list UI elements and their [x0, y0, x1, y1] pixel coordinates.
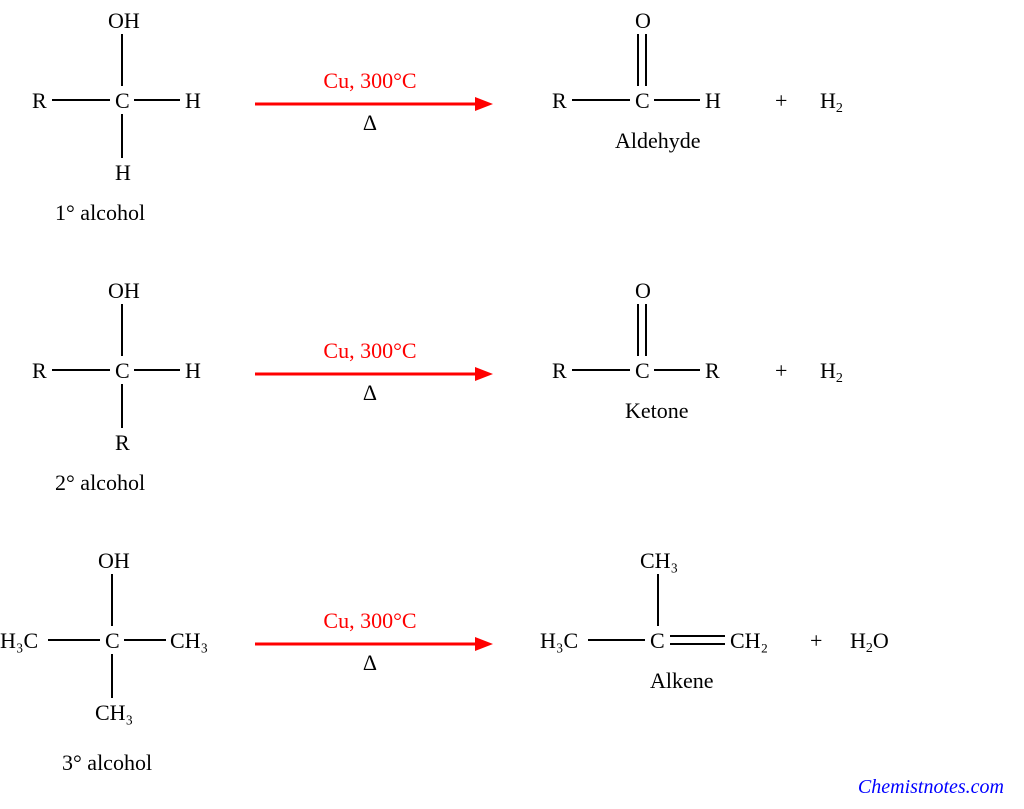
plus-sign: + [810, 628, 822, 654]
delta-symbol: Δ [270, 650, 470, 676]
secondary-alcohol-reactant: R C OH H R [20, 270, 220, 470]
tertiary-alcohol-reactant: H₃C C OH CH₃ CH₃ [0, 540, 240, 740]
byproduct-H2: H2 [820, 88, 843, 114]
delta-symbol: Δ [270, 110, 470, 136]
reactant-label-2: 2° alcohol [55, 470, 145, 496]
bonds [20, 0, 220, 200]
product-label: Aldehyde [615, 128, 701, 154]
reaction-conditions: Cu, 300°C [270, 68, 470, 94]
delta-symbol: Δ [270, 380, 470, 406]
reaction-conditions: Cu, 300°C [270, 338, 470, 364]
bonds [20, 270, 220, 470]
watermark: Chemistnotes.com [858, 776, 1004, 799]
primary-alcohol-reactant: R C OH H H [20, 0, 220, 200]
byproduct-H2: H2 [820, 358, 843, 384]
reactant-label-3: 3° alcohol [62, 750, 152, 776]
plus-sign: + [775, 358, 787, 384]
product-label: Alkene [650, 668, 714, 694]
plus-sign: + [775, 88, 787, 114]
reaction-conditions: Cu, 300°C [270, 608, 470, 634]
byproduct-H2O: H2O [850, 628, 889, 654]
bonds [0, 540, 240, 740]
product-label: Ketone [625, 398, 689, 424]
reactant-label-1: 1° alcohol [55, 200, 145, 226]
